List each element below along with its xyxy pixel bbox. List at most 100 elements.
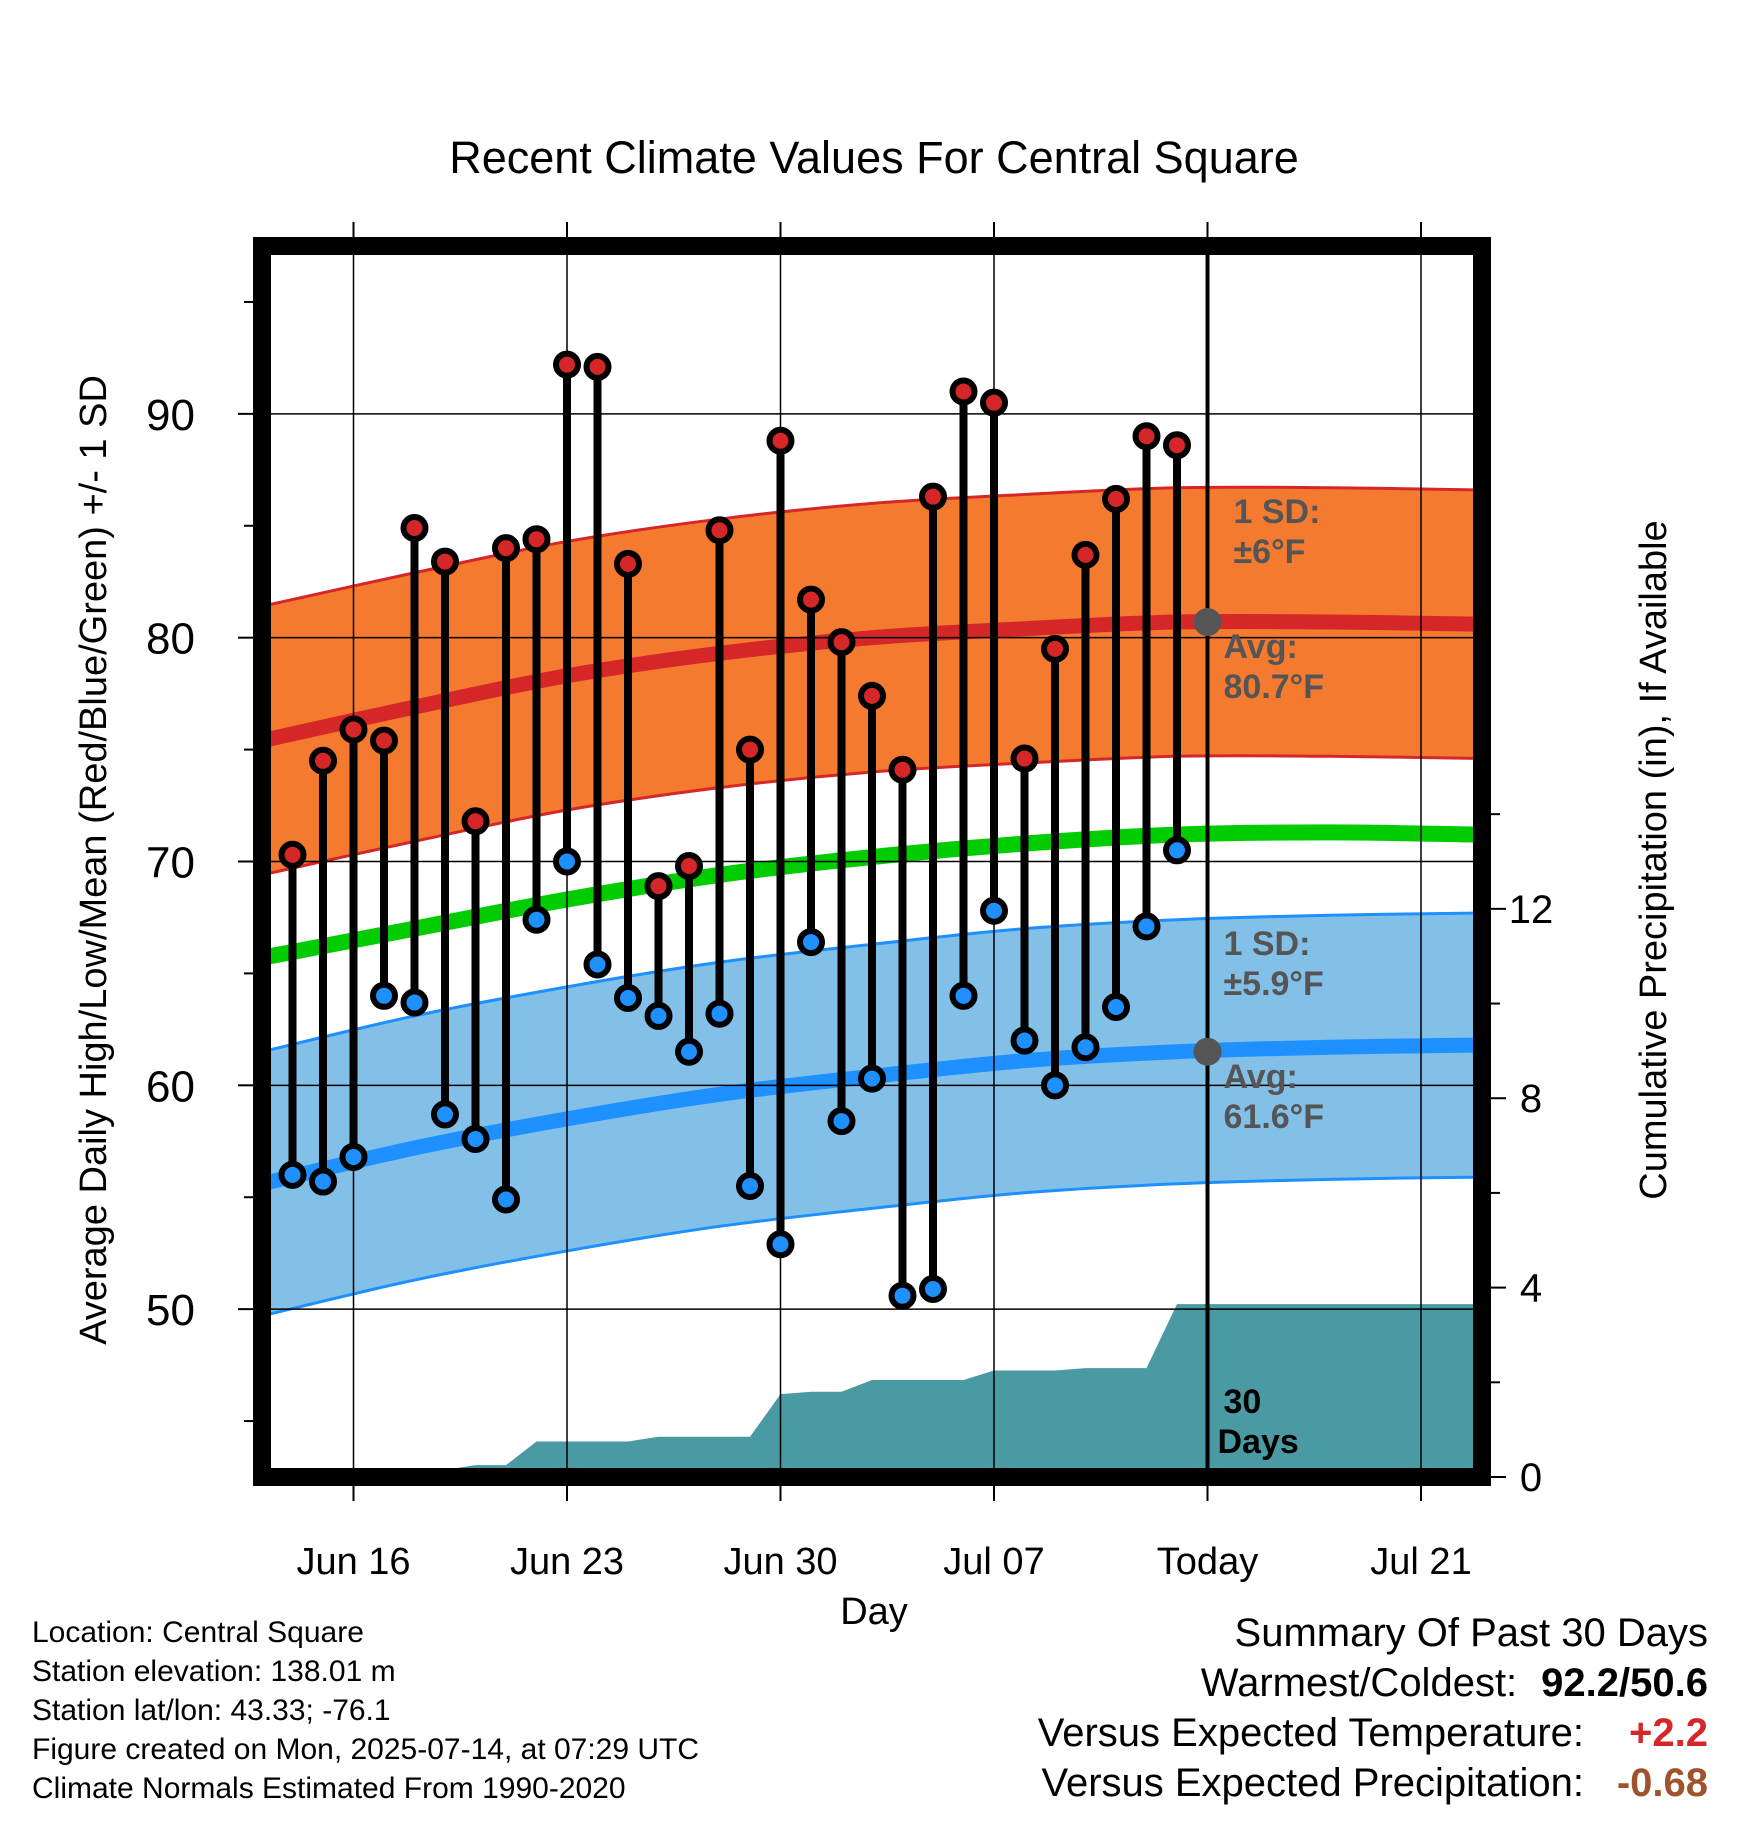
daily-low-point [858, 1064, 886, 1093]
daily-high-point [858, 681, 886, 710]
daily-low-point [675, 1037, 703, 1066]
daily-high-point [309, 746, 337, 775]
daily-high-point [431, 547, 459, 576]
daily-low-point [583, 950, 612, 979]
daily-high-point [827, 628, 856, 657]
daily-low-point [461, 1125, 490, 1154]
normals-text: Climate Normals Estimated From 1990-2020 [32, 1772, 626, 1805]
latlon-text: Station lat/lon: 43.33; -76.1 [32, 1694, 391, 1727]
daily-low-point [980, 896, 1008, 925]
high-avg-annotation: Avg: [1224, 628, 1298, 666]
normal-high-band-upper [262, 485, 1482, 608]
x-tick-label: Jul 07 [943, 1541, 1044, 1583]
y-tick-label: 60 [146, 1062, 195, 1111]
daily-high-point [919, 482, 947, 511]
x-axis-label: Day [840, 1591, 908, 1633]
daily-low-point [309, 1167, 337, 1196]
low-sd-annotation: 1 SD: [1224, 925, 1311, 963]
daily-high-point [797, 585, 825, 614]
y-tick-label: 70 [146, 839, 195, 888]
daily-high-point [705, 516, 734, 545]
y-axis-label: Average Daily High/Low/Mean (Red/Blue/Gr… [73, 375, 115, 1345]
daily-high-point [1071, 540, 1100, 569]
y2-tick-label: 8 [1520, 1077, 1542, 1121]
created-text: Figure created on Mon, 2025-07-14, at 07… [32, 1733, 700, 1766]
daily-low-point [919, 1274, 947, 1303]
low-sd-annotation: ±5.9°F [1224, 965, 1324, 1003]
normal-low-today-marker [1193, 1037, 1222, 1066]
daily-low-point [1132, 912, 1161, 941]
daily-high-point [370, 726, 398, 755]
plot-area [262, 246, 1482, 1477]
daily-high-point [522, 525, 551, 554]
normal-high-today-marker [1193, 608, 1222, 637]
warm-cold-value: 92.2/50.6 [1541, 1661, 1708, 1705]
temp-anomaly-value: +2.2 [1629, 1711, 1708, 1755]
daily-low-point [339, 1142, 368, 1171]
daily-high-point [644, 872, 673, 901]
daily-low-point [522, 905, 551, 934]
daily-low-point [400, 988, 429, 1017]
precip-anomaly-value: -0.68 [1616, 1761, 1708, 1805]
elevation-text: Station elevation: 138.01 m [32, 1655, 396, 1688]
x-tick-label: Jun 16 [296, 1541, 410, 1583]
daily-low-point [797, 928, 825, 957]
summary-panel: Summary Of Past 30 Days Warmest/Coldest:… [1038, 1608, 1708, 1808]
days-label: Days [1218, 1423, 1299, 1461]
days-label: 30 [1224, 1383, 1262, 1421]
y2-tick-label: 0 [1520, 1456, 1542, 1500]
daily-high-point [888, 755, 917, 784]
daily-high-point [492, 534, 520, 563]
daily-high-point [766, 426, 795, 455]
daily-high-point [1163, 431, 1191, 460]
daily-high-point [583, 352, 612, 381]
low-avg-annotation: 61.6°F [1224, 1098, 1325, 1136]
y-tick-label: 50 [146, 1286, 195, 1335]
summary-temp-row: Versus Expected Temperature: +2.2 [1038, 1708, 1708, 1758]
daily-high-point [675, 851, 703, 880]
daily-low-point [1071, 1033, 1100, 1062]
daily-high-point [1010, 744, 1039, 773]
daily-high-point [980, 388, 1008, 417]
daily-low-point [888, 1281, 917, 1310]
chart-title: Recent Climate Values For Central Square [449, 132, 1299, 183]
daily-low-point [736, 1172, 764, 1201]
daily-low-point [766, 1230, 795, 1259]
x-tick-label: Jun 23 [510, 1541, 624, 1583]
temp-anomaly-label: Versus Expected Temperature: [1037, 1711, 1584, 1755]
x-tick-label: Today [1157, 1541, 1258, 1583]
high-sd-annotation: 1 SD: [1234, 493, 1321, 531]
y2-axis-label: Cumulative Precipitation (in), If Availa… [1633, 520, 1675, 1199]
warm-cold-label: Warmest/Coldest: [1200, 1661, 1518, 1705]
daily-low-point [553, 847, 581, 876]
daily-low-point [705, 999, 734, 1028]
daily-high-point [339, 715, 368, 744]
y-tick-label: 80 [146, 615, 195, 664]
station-info: Location: Central Square Station elevati… [32, 1613, 699, 1808]
y-tick-label: 90 [146, 391, 195, 440]
daily-high-point [553, 350, 581, 379]
daily-high-point [736, 735, 764, 764]
high-sd-annotation: ±6°F [1234, 533, 1306, 571]
daily-low-point [370, 981, 398, 1010]
summary-heading: Summary Of Past 30 Days [1234, 1611, 1708, 1655]
y2-tick-label: 4 [1520, 1267, 1542, 1311]
summary-warm-cold-row: Warmest/Coldest: 92.2/50.6 [1038, 1658, 1708, 1708]
daily-low-point [949, 981, 978, 1010]
precip-anomaly-label: Versus Expected Precipitation: [1041, 1761, 1584, 1805]
summary-precip-row: Versus Expected Precipitation: -0.68 [1038, 1758, 1708, 1808]
daily-low-point [1010, 1026, 1039, 1055]
daily-low-point [1163, 836, 1191, 865]
daily-high-point [461, 807, 490, 836]
daily-high-point [1132, 422, 1161, 451]
location-text: Location: Central Square [32, 1616, 364, 1649]
daily-low-point [1041, 1071, 1069, 1100]
x-tick-label: Jun 30 [723, 1541, 837, 1583]
plot-frame [253, 237, 1491, 1486]
normal-low-band-lower [262, 1175, 1482, 1318]
daily-low-point [431, 1100, 459, 1129]
daily-low-point [644, 1001, 673, 1030]
daily-high-point [1102, 484, 1130, 513]
daily-low-point [827, 1107, 856, 1136]
